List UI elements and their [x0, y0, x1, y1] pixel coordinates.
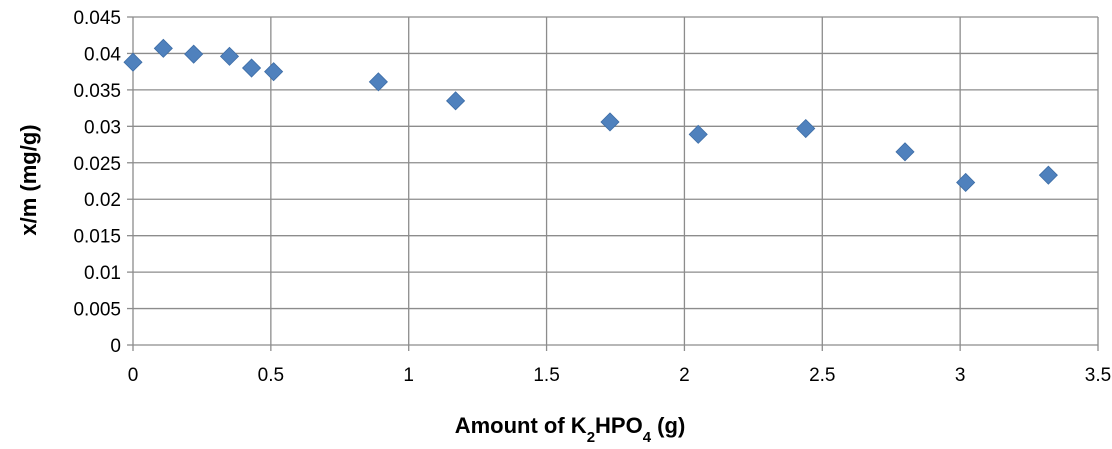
data-point [264, 62, 284, 82]
data-point [1038, 165, 1058, 185]
data-point [796, 118, 816, 139]
data-points [123, 38, 1058, 193]
x-tick-label: 1 [403, 365, 414, 386]
y-tick-label: 0.045 [73, 8, 121, 29]
x-axis-title-part: (g) [651, 413, 685, 438]
x-axis-title-subscript: 4 [643, 429, 652, 446]
y-tick-label: 0.04 [84, 44, 121, 65]
x-axis-title-part: HPO [595, 413, 643, 438]
data-point [895, 142, 915, 162]
y-axis-tick-labels: 0 0.005 0.01 0.015 0.02 0.025 0.03 0.035 0.04 0.0… [73, 8, 121, 357]
y-tick-label: 0.025 [73, 154, 121, 175]
axes [127, 16, 1099, 351]
y-axis-title: x/m (mg/g) [16, 124, 41, 235]
x-tick-label: 2 [679, 365, 690, 386]
x-axis-title-part: Amount of K [455, 413, 587, 438]
data-point [368, 72, 388, 92]
x-tick-label: 3.5 [1085, 365, 1111, 386]
grid-lines [133, 16, 1099, 345]
data-point [956, 172, 976, 193]
y-tick-label: 0.015 [73, 227, 121, 248]
data-point [153, 38, 173, 58]
plot-area: 0 0.5 1 1.5 2 2.5 3 3.5 0 0.005 0.01 0.015 0.02 0.02… [73, 8, 1111, 386]
y-tick-label: 0.02 [84, 190, 121, 211]
data-point [219, 46, 240, 66]
x-axis-title-subscript: 2 [587, 429, 595, 446]
data-point [123, 52, 143, 72]
data-point [688, 124, 708, 144]
data-point [600, 112, 620, 132]
data-point [241, 58, 262, 78]
data-point [446, 91, 466, 111]
x-axis-tick-labels: 0 0.5 1 1.5 2 2.5 3 3.5 [128, 365, 1112, 386]
y-tick-label: 0.03 [84, 117, 121, 138]
x-tick-label: 0.5 [258, 365, 284, 386]
x-tick-label: 1.5 [533, 365, 559, 386]
x-tick-label: 0 [128, 365, 139, 386]
y-tick-label: 0 [110, 336, 121, 357]
x-tick-label: 2.5 [809, 365, 835, 386]
x-tick-label: 3 [955, 365, 966, 386]
x-axis-title: Amount of K2HPO4 (g) [455, 413, 686, 446]
data-point [184, 44, 204, 64]
y-tick-label: 0.01 [84, 263, 121, 284]
y-tick-label: 0.035 [73, 81, 121, 102]
y-tick-label: 0.005 [73, 300, 121, 321]
